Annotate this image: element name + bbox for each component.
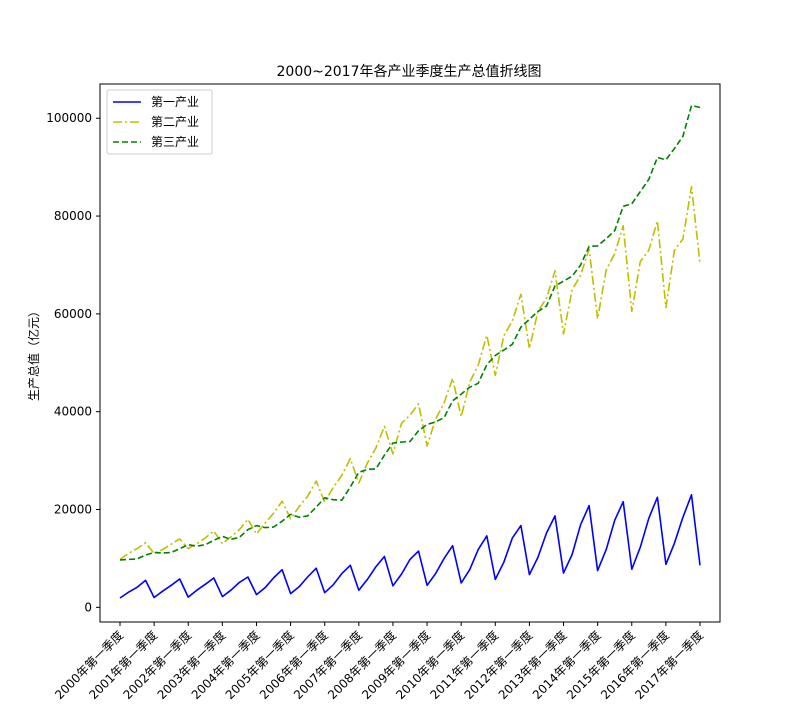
- y-axis: 0 20000 40000 60000 80000 100000: [46, 111, 100, 614]
- y-tick-label-0: 0: [84, 600, 92, 614]
- x-axis: 2000年第一季度2001年第一季度2002年第一季度2003年第一季度2004…: [51, 622, 706, 702]
- plot-area: [99, 83, 721, 623]
- y-tick-label-3: 60000: [54, 307, 92, 321]
- legend-label-第一产业: 第一产业: [151, 95, 199, 109]
- legend-box: [106, 89, 213, 155]
- plot-lines: [119, 104, 701, 599]
- legend-label-第二产业: 第二产业: [151, 115, 199, 129]
- series-line-2: [119, 104, 701, 561]
- series-line-0: [119, 493, 701, 599]
- y-tick-label-4: 80000: [54, 209, 92, 223]
- y-axis-label: 生产总值（亿元）: [26, 305, 41, 401]
- y-tick-label-2: 40000: [54, 405, 92, 419]
- series-line-1: [119, 185, 701, 561]
- y-tick-label-5: 100000: [46, 111, 92, 125]
- chart-title: 2000~2017年各产业季度生产总值折线图: [277, 64, 542, 80]
- y-tick-label-1: 20000: [54, 503, 92, 517]
- legend-label-第三产业: 第三产业: [151, 135, 199, 149]
